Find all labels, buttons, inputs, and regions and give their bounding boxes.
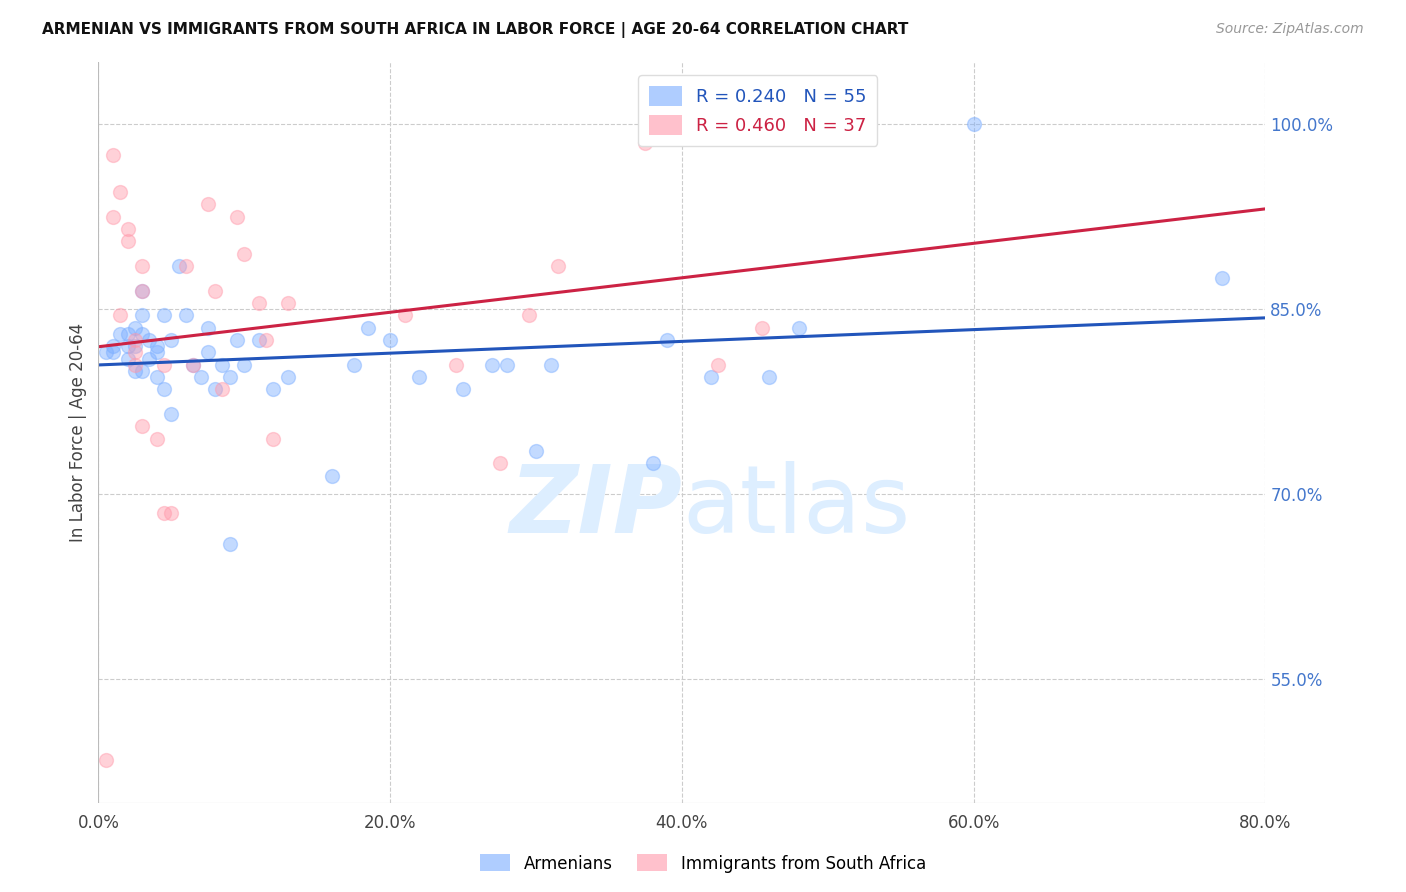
Point (197, 197, 219, 211)
Point (262, 432, 284, 446)
Point (357, 320, 380, 334)
Point (197, 345, 219, 359)
Point (181, 358, 204, 372)
Text: Source: ZipAtlas.com: Source: ZipAtlas.com (1216, 22, 1364, 37)
Point (146, 339, 169, 353)
Point (101, 148, 124, 162)
Point (146, 345, 169, 359)
Point (831, 123, 853, 137)
Point (277, 296, 299, 310)
Point (408, 370, 430, 384)
Point (101, 339, 124, 353)
Point (146, 370, 169, 384)
Text: atlas: atlas (682, 460, 910, 553)
Point (146, 432, 169, 446)
Point (131, 419, 153, 434)
Point (117, 326, 139, 341)
Text: ZIP: ZIP (509, 460, 682, 553)
Point (451, 383, 474, 397)
Point (277, 370, 299, 384)
Point (751, 320, 773, 334)
Point (131, 309, 153, 323)
Point (101, 345, 124, 359)
Point (131, 326, 153, 341)
Point (174, 309, 197, 323)
Point (218, 370, 240, 384)
Point (547, 259, 569, 273)
Point (962, 117, 984, 131)
Point (496, 358, 519, 372)
Point (211, 383, 233, 397)
Point (94, 753, 117, 767)
Point (94, 345, 117, 359)
Point (634, 136, 657, 150)
Point (110, 185, 132, 199)
Point (211, 358, 233, 372)
Point (153, 309, 176, 323)
Point (124, 358, 146, 372)
Point (641, 457, 664, 471)
Point (380, 333, 402, 347)
Point (247, 333, 270, 347)
Legend: R = 0.240   N = 55, R = 0.460   N = 37: R = 0.240 N = 55, R = 0.460 N = 37 (638, 75, 877, 145)
Point (254, 333, 277, 347)
Point (124, 345, 146, 359)
Point (110, 326, 132, 341)
Point (247, 296, 270, 310)
Text: ARMENIAN VS IMMIGRANTS FROM SOUTH AFRICA IN LABOR FORCE | AGE 20-64 CORRELATION : ARMENIAN VS IMMIGRANTS FROM SOUTH AFRICA… (42, 22, 908, 38)
Point (262, 383, 284, 397)
Point (481, 358, 503, 372)
Point (124, 364, 146, 378)
Point (160, 333, 183, 347)
Point (174, 259, 197, 273)
Point (226, 210, 249, 224)
Point (540, 358, 562, 372)
Point (233, 246, 256, 260)
Point (124, 333, 146, 347)
Point (758, 370, 780, 384)
Point (700, 370, 723, 384)
Point (138, 333, 160, 347)
Point (160, 506, 183, 520)
Point (131, 259, 153, 273)
Point (101, 210, 124, 224)
Point (110, 309, 132, 323)
Point (131, 284, 153, 298)
Point (226, 333, 249, 347)
Point (394, 309, 416, 323)
Point (204, 284, 226, 298)
Point (517, 309, 540, 323)
Point (117, 339, 139, 353)
Point (153, 358, 176, 372)
Point (204, 383, 226, 397)
Point (343, 358, 366, 372)
Point (131, 284, 153, 298)
Point (181, 358, 204, 372)
Point (197, 320, 219, 334)
Point (233, 358, 256, 372)
Point (160, 407, 183, 421)
Point (124, 320, 146, 334)
Point (124, 339, 146, 353)
Point (138, 351, 160, 366)
Point (488, 457, 510, 471)
Point (657, 333, 679, 347)
Point (167, 259, 190, 273)
Y-axis label: In Labor Force | Age 20-64: In Labor Force | Age 20-64 (69, 323, 87, 542)
Point (117, 235, 139, 249)
Point (787, 320, 810, 334)
Point (524, 444, 547, 458)
Point (321, 468, 343, 483)
Point (1211, 271, 1233, 285)
Point (190, 370, 212, 384)
Legend: Armenians, Immigrants from South Africa: Armenians, Immigrants from South Africa (474, 847, 932, 880)
Point (707, 358, 730, 372)
Point (131, 364, 153, 378)
Point (153, 383, 176, 397)
Point (117, 222, 139, 236)
Point (218, 537, 240, 551)
Point (117, 351, 139, 366)
Point (444, 358, 467, 372)
Point (153, 506, 176, 520)
